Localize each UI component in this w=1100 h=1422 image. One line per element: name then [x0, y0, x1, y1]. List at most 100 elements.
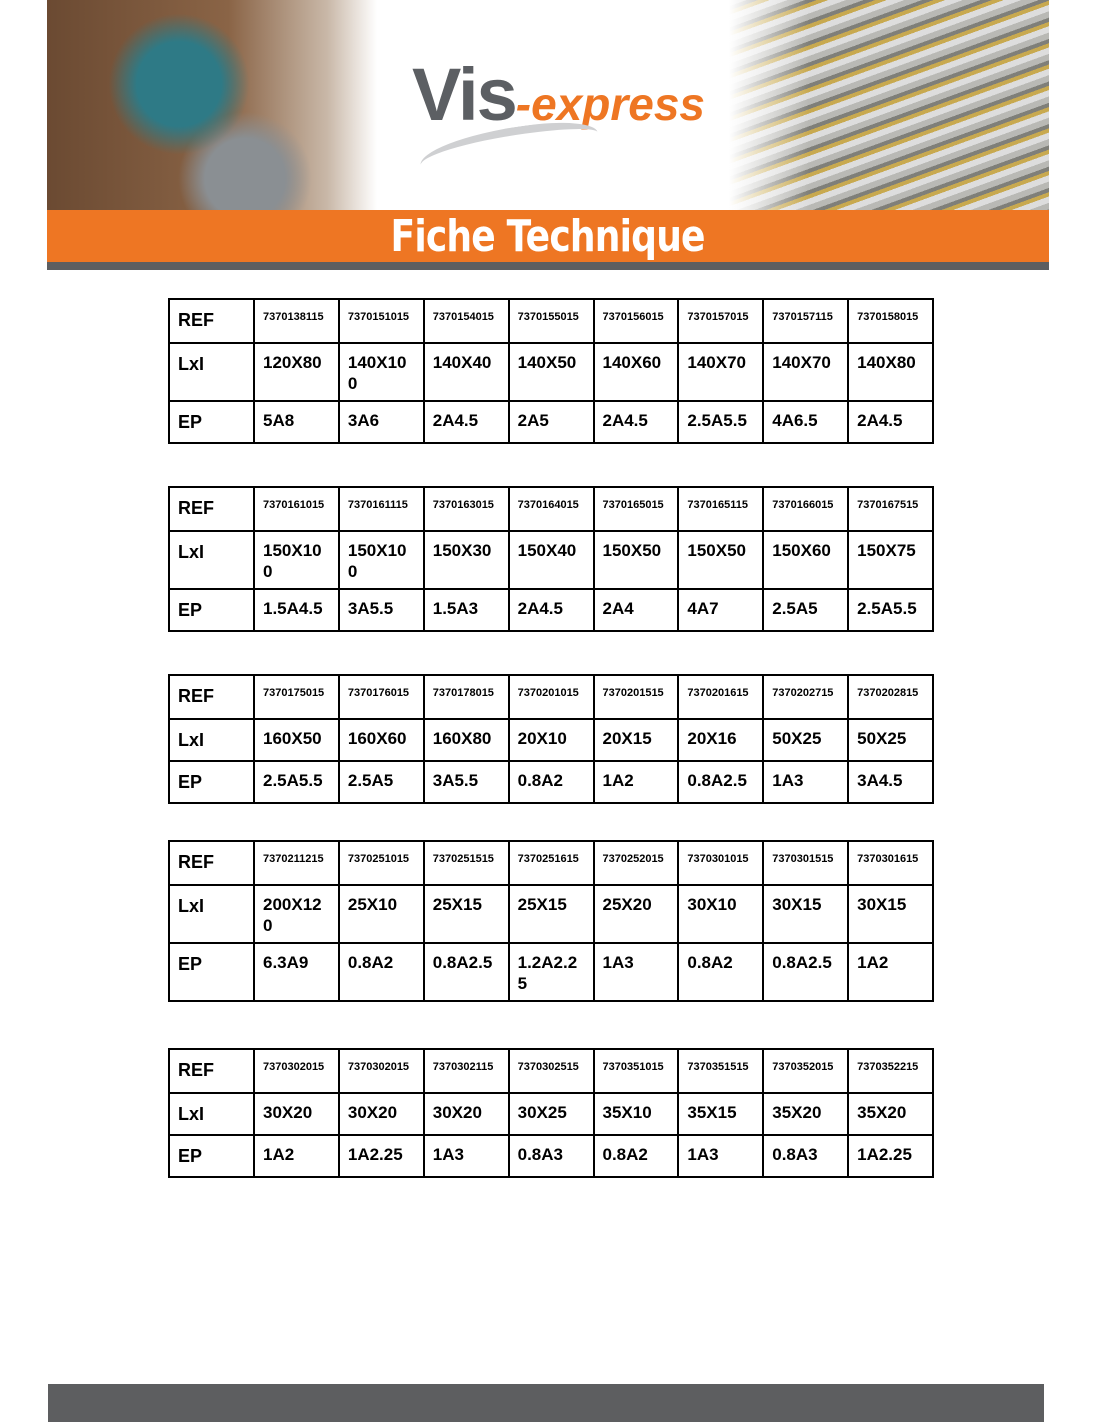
ep-cell: 2.5A5.5	[677, 400, 765, 444]
lxl-cell: 20X16	[677, 718, 765, 762]
ep-cell: 1A3	[592, 942, 680, 1002]
lxl-cell: 150X40	[507, 530, 595, 590]
row-label: REF	[168, 298, 255, 344]
ref-cell: 7370251515	[422, 840, 510, 886]
table-row-lxl: LxI 150X100 150X100 150X30 150X40 150X50 150X5…	[168, 530, 934, 590]
ref-cell: 7370165115	[677, 486, 765, 532]
ep-cell: 0.8A2	[507, 760, 595, 804]
ep-cell: 1A3	[762, 760, 850, 804]
ref-cell: 7370201015	[507, 674, 595, 720]
table-row-ref: REF 7370175015 7370176015 7370178015 7370201…	[168, 674, 934, 720]
ep-cell: 1A2	[253, 1134, 340, 1178]
lxl-cell: 140X50	[507, 342, 595, 402]
ep-cell: 0.8A3	[507, 1134, 595, 1178]
ep-cell: 0.8A2	[337, 942, 425, 1002]
row-label: LxI	[168, 530, 255, 590]
ep-cell: 4A7	[677, 588, 765, 632]
lxl-cell: 150X60	[762, 530, 850, 590]
row-label: EP	[168, 760, 255, 804]
ep-cell: 0.8A2.5	[422, 942, 510, 1002]
lxl-cell: 200X120	[253, 884, 340, 944]
title-banner: Fiche Technique	[47, 210, 1049, 262]
ref-cell: 7370165015	[592, 486, 680, 532]
lxl-cell: 30X25	[507, 1092, 595, 1136]
lxl-cell: 160X80	[422, 718, 510, 762]
ep-cell: 2A4	[592, 588, 680, 632]
ep-cell: 1A2	[847, 942, 934, 1002]
toolbox-photo	[47, 0, 377, 210]
ref-cell: 7370164015	[507, 486, 595, 532]
ref-cell: 7370155015	[507, 298, 595, 344]
lxl-cell: 150X100	[253, 530, 340, 590]
spec-table: REF 7370211215 7370251015 7370251515 7370251…	[168, 840, 934, 1002]
row-label: LxI	[168, 342, 255, 402]
ref-cell: 7370178015	[422, 674, 510, 720]
ref-cell: 7370202715	[762, 674, 850, 720]
ep-cell: 3A5.5	[337, 588, 425, 632]
ref-cell: 7370166015	[762, 486, 850, 532]
ep-cell: 2A5	[507, 400, 595, 444]
footer-bar	[48, 1384, 1044, 1422]
row-label: REF	[168, 1048, 255, 1094]
ep-cell: 0.8A3	[762, 1134, 850, 1178]
ref-cell: 7370301515	[762, 840, 850, 886]
lxl-cell: 30X10	[677, 884, 765, 944]
table-row-lxl: LxI 200X120 25X10 25X15 25X15 25X20 30X10 30X15…	[168, 884, 934, 944]
row-label: EP	[168, 400, 255, 444]
ref-cell: 7370351515	[677, 1048, 765, 1094]
table-row-lxl: LxI 120X80 140X100 140X40 140X50 140X60 140X70…	[168, 342, 934, 402]
lxl-cell: 120X80	[253, 342, 340, 402]
ref-cell: 7370157015	[677, 298, 765, 344]
ref-cell: 7370302515	[507, 1048, 595, 1094]
lxl-cell: 30X15	[847, 884, 934, 944]
ep-cell: 1.5A4.5	[253, 588, 340, 632]
ref-cell: 7370161115	[337, 486, 425, 532]
table-row-ref: REF 7370138115 7370151015 7370154015 7370155…	[168, 298, 934, 344]
ep-cell: 2A4.5	[422, 400, 510, 444]
row-label: REF	[168, 486, 255, 532]
spec-table: REF 7370302015 7370302015 7370302115 7370302…	[168, 1048, 934, 1178]
table-row-lxl: LxI 160X50 160X60 160X80 20X10 20X15 20X16 50X2…	[168, 718, 934, 762]
lxl-cell: 20X10	[507, 718, 595, 762]
ep-cell: 3A4.5	[847, 760, 934, 804]
row-label: EP	[168, 588, 255, 632]
lxl-cell: 35X15	[677, 1092, 765, 1136]
lxl-cell: 30X15	[762, 884, 850, 944]
ep-cell: 0.8A2	[592, 1134, 680, 1178]
ref-cell: 7370202815	[847, 674, 934, 720]
ep-cell: 2A4.5	[847, 400, 934, 444]
lxl-cell: 160X60	[337, 718, 425, 762]
ref-cell: 7370163015	[422, 486, 510, 532]
ep-cell: 5A8	[253, 400, 340, 444]
lxl-cell: 30X20	[422, 1092, 510, 1136]
lxl-cell: 35X20	[762, 1092, 850, 1136]
spec-table: REF 7370161015 7370161115 7370163015 7370164…	[168, 486, 934, 632]
row-label: LxI	[168, 1092, 255, 1136]
ref-cell: 7370301015	[677, 840, 765, 886]
lxl-cell: 25X15	[507, 884, 595, 944]
lxl-cell: 25X10	[337, 884, 425, 944]
ep-cell: 0.8A2.5	[762, 942, 850, 1002]
logo-main-text: Vis	[412, 53, 518, 136]
ep-cell: 1A3	[422, 1134, 510, 1178]
ref-cell: 7370252015	[592, 840, 680, 886]
ref-cell: 7370352015	[762, 1048, 850, 1094]
row-label: LxI	[168, 884, 255, 944]
table-row-ep: EP 2.5A5.5 2.5A5 3A5.5 0.8A2 1A2 0.8A2.5 1A3 3A4…	[168, 760, 934, 804]
lxl-cell: 140X60	[592, 342, 680, 402]
ref-cell: 7370154015	[422, 298, 510, 344]
ref-cell: 7370157115	[762, 298, 850, 344]
ref-cell: 7370175015	[253, 674, 340, 720]
ep-cell: 1A2.25	[847, 1134, 934, 1178]
ep-cell: 0.8A2.5	[677, 760, 765, 804]
lxl-cell: 160X50	[253, 718, 340, 762]
page-header: Vis-express Fiche Technique	[47, 0, 1049, 270]
lxl-cell: 140X80	[847, 342, 934, 402]
page-title: Fiche Technique	[390, 211, 706, 262]
ep-cell: 1A2.25	[337, 1134, 425, 1178]
lxl-cell: 35X20	[847, 1092, 934, 1136]
lxl-cell: 30X20	[253, 1092, 340, 1136]
lxl-cell: 35X10	[592, 1092, 680, 1136]
ep-cell: 2.5A5	[762, 588, 850, 632]
row-label: EP	[168, 1134, 255, 1178]
